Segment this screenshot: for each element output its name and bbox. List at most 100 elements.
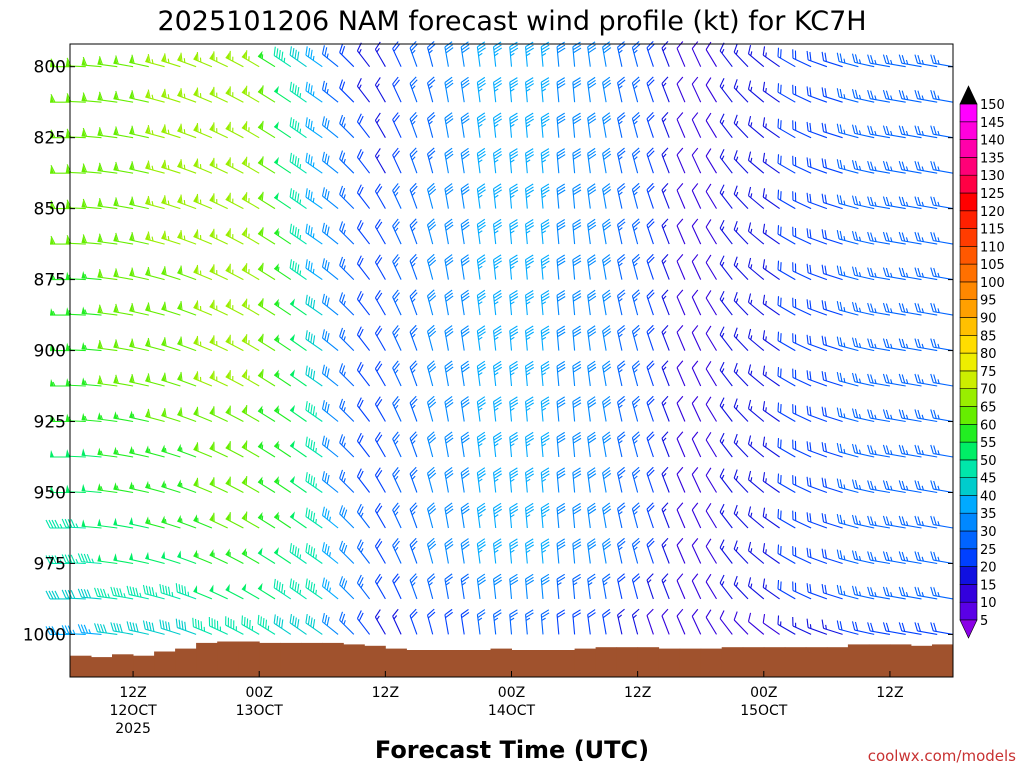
- barb-half: [376, 83, 380, 88]
- barb-full: [898, 89, 903, 99]
- barb-shaft: [691, 509, 702, 529]
- barb-full: [164, 337, 167, 347]
- barb-full: [587, 76, 596, 83]
- wind-barb: [492, 183, 503, 209]
- barb-shaft: [145, 60, 165, 68]
- wind-barb: [113, 232, 134, 245]
- wind-barb: [882, 302, 906, 316]
- wind-barb: [572, 431, 582, 458]
- barb-flag: [129, 517, 134, 525]
- barb-half: [721, 155, 725, 160]
- barb-full: [646, 253, 654, 262]
- barb-full: [305, 188, 308, 198]
- barb-full: [461, 82, 470, 89]
- barb-full: [824, 194, 827, 204]
- wind-barb: [273, 369, 292, 387]
- wind-barb: [374, 360, 386, 387]
- wind-barb: [145, 337, 165, 352]
- barb-shaft: [241, 91, 260, 103]
- barb-full: [647, 185, 655, 193]
- barb-full: [809, 51, 812, 61]
- wind-barb: [930, 515, 954, 529]
- barb-shaft: [65, 100, 86, 103]
- barb-shaft: [572, 117, 576, 138]
- wind-barb: [509, 219, 519, 245]
- barb-full: [821, 229, 825, 239]
- barb-full: [617, 44, 626, 51]
- wind-barb: [777, 225, 796, 245]
- barb-full: [794, 50, 797, 60]
- colorbar-label: 130: [980, 169, 1005, 184]
- terrain-block: [763, 647, 786, 677]
- barb-shaft: [631, 47, 639, 67]
- barb-full: [839, 88, 843, 98]
- barb-shaft: [145, 593, 165, 600]
- barb-full: [587, 254, 596, 261]
- barb-full: [794, 192, 797, 202]
- barb-full: [525, 293, 534, 299]
- barb-shaft: [492, 153, 497, 174]
- colorbar-swatch: [959, 334, 978, 354]
- barb-full: [196, 122, 199, 132]
- x-tick-label: 15OCT: [740, 703, 788, 719]
- barb-shaft: [374, 333, 386, 351]
- wind-barb: [145, 53, 165, 68]
- barb-full: [82, 234, 88, 243]
- wind-barb: [289, 511, 307, 529]
- barb-shaft: [823, 131, 843, 139]
- barb-shaft: [748, 195, 765, 210]
- y-tick-label: 1000: [23, 625, 66, 645]
- barb-full: [557, 83, 566, 89]
- barb-full: [870, 303, 874, 313]
- wind-barb: [289, 46, 307, 68]
- barb-half: [216, 341, 218, 346]
- barb-half: [526, 88, 531, 92]
- barb-full: [691, 467, 699, 475]
- barb-shaft: [409, 296, 418, 316]
- wind-barb: [356, 149, 371, 174]
- credit-text[interactable]: coolwx.com/models: [868, 747, 1016, 765]
- barb-full: [358, 222, 364, 231]
- barb-half: [510, 265, 515, 270]
- barb-full: [493, 47, 503, 54]
- barb-flag: [258, 157, 263, 165]
- wind-barb: [930, 551, 954, 565]
- wind-barb: [806, 86, 828, 103]
- barb-shaft: [762, 409, 780, 422]
- barb-shaft: [193, 200, 213, 210]
- barb-full: [603, 472, 612, 480]
- barb-full: [632, 505, 641, 512]
- barb-full: [617, 537, 625, 545]
- barb-shaft: [356, 156, 371, 174]
- barb-shaft: [661, 189, 670, 209]
- barb-shaft: [209, 589, 228, 600]
- barb-shaft: [901, 62, 922, 68]
- barb-full: [836, 159, 840, 169]
- barb-half: [167, 165, 170, 170]
- barb-full: [747, 293, 752, 303]
- barb-shaft: [733, 87, 749, 103]
- wind-barb: [145, 231, 165, 245]
- barb-full: [341, 294, 346, 304]
- barb-full: [374, 41, 381, 50]
- barb-full: [341, 258, 346, 268]
- wind-barb: [113, 268, 134, 281]
- barb-full: [509, 189, 519, 196]
- barb-shaft: [193, 626, 213, 635]
- wind-barb: [321, 435, 339, 458]
- barb-half: [541, 230, 547, 234]
- colorbar-swatch: [959, 406, 978, 425]
- wind-barb: [851, 89, 875, 103]
- barb-shaft: [356, 405, 371, 422]
- barb-shaft: [492, 117, 497, 138]
- barb-full: [854, 196, 859, 206]
- barb-shaft: [917, 169, 938, 174]
- barb-shaft: [823, 166, 843, 174]
- wind-barb: [646, 502, 655, 529]
- wind-barb: [747, 80, 765, 103]
- barb-shaft: [719, 192, 733, 209]
- wind-barb: [540, 219, 550, 245]
- wind-barb: [719, 326, 733, 351]
- barb-half: [199, 270, 202, 276]
- barb-full: [882, 54, 887, 64]
